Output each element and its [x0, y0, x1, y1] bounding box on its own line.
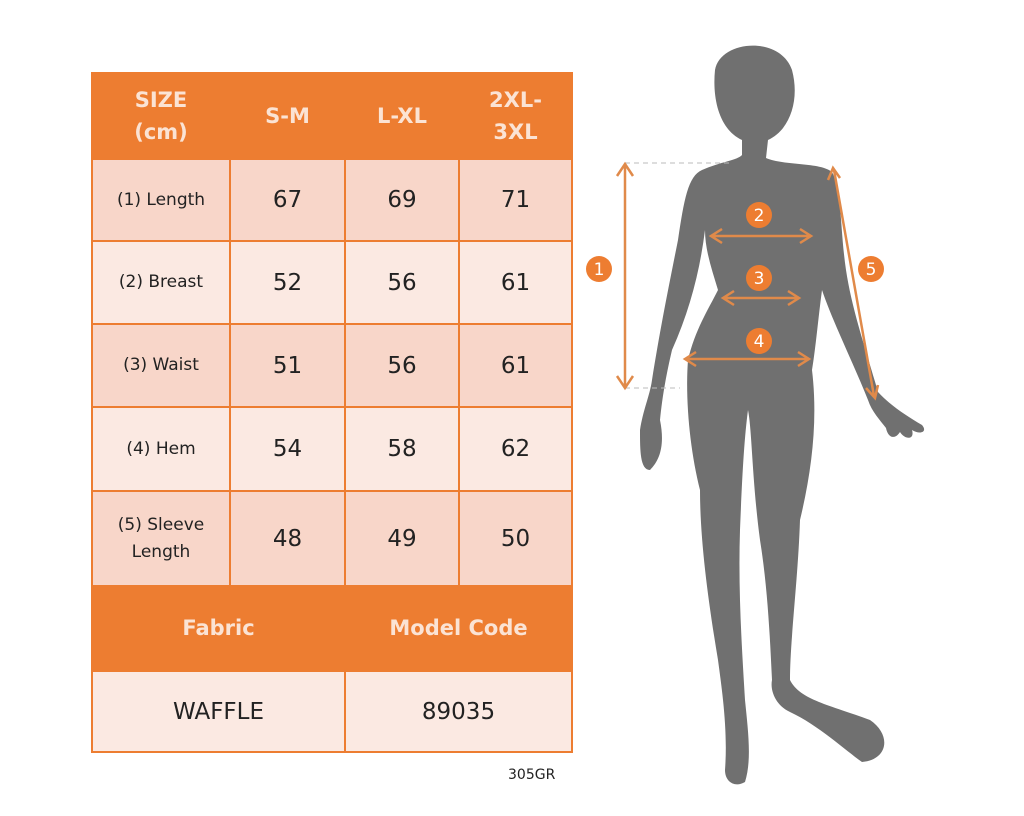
size-value-cell: 54 — [231, 408, 344, 490]
size-value-cell: 69 — [346, 160, 458, 240]
size-value-cell: 58 — [346, 408, 458, 490]
svg-text:4: 4 — [754, 332, 765, 352]
row-label: (5) Sleeve Length — [93, 492, 229, 585]
size-value-cell: 49 — [346, 492, 458, 585]
svg-text:3: 3 — [754, 269, 765, 289]
size-value-cell: 62 — [460, 408, 571, 490]
size-value-cell: 52 — [231, 242, 344, 323]
size-value-cell: 56 — [346, 242, 458, 323]
header-cell: SIZE (cm) — [134, 88, 188, 144]
row-label: (4) Hem — [93, 408, 229, 490]
size-value-cell: 51 — [231, 325, 344, 406]
svg-text:2: 2 — [754, 206, 765, 226]
size-value-cell: 67 — [231, 160, 344, 240]
size-value-cell: 61 — [460, 242, 571, 323]
size-chart-table: SIZE (cm) S-M L-XL 2XL- 3XL (1) Length 67 69 71… — [91, 72, 573, 753]
header-cell: L-XL — [377, 104, 427, 128]
woman-silhouette — [640, 45, 925, 785]
product-code: 305GR — [508, 767, 556, 783]
marker-1: 1 — [586, 256, 612, 282]
row-label: (2) Breast — [93, 242, 229, 323]
size-value-cell: 61 — [460, 325, 571, 406]
fabric-value: WAFFLE — [93, 672, 344, 751]
row-label: (3) Waist — [93, 325, 229, 406]
marker-5: 5 — [858, 256, 884, 282]
model-code-value: 89035 — [346, 672, 571, 751]
row-label: (1) Length — [93, 160, 229, 240]
header-cell: S-M — [265, 104, 310, 128]
header-cell: 2XL- 3XL — [489, 88, 542, 144]
marker-3: 3 — [746, 265, 772, 291]
marker-4: 4 — [746, 328, 772, 354]
size-value-cell: 56 — [346, 325, 458, 406]
model-code-header: Model Code — [389, 615, 528, 640]
size-value-cell: 71 — [460, 160, 571, 240]
fabric-header: Fabric — [182, 615, 255, 640]
svg-text:1: 1 — [594, 260, 605, 280]
size-value-cell: 50 — [460, 492, 571, 585]
size-value-cell: 48 — [231, 492, 344, 585]
svg-text:5: 5 — [866, 260, 877, 280]
measurement-guides — [615, 161, 880, 401]
marker-2: 2 — [746, 202, 772, 228]
